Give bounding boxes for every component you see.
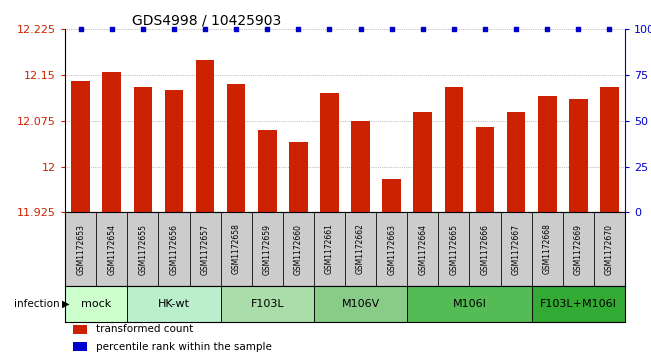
Bar <box>506 111 525 212</box>
Bar <box>413 111 432 212</box>
Bar <box>158 212 189 286</box>
Point <box>480 26 490 32</box>
Bar <box>352 121 370 212</box>
Bar <box>532 212 562 286</box>
Text: GSM1172665: GSM1172665 <box>449 224 458 274</box>
Bar <box>65 286 128 322</box>
Point <box>76 26 86 32</box>
Text: percentile rank within the sample: percentile rank within the sample <box>96 342 271 352</box>
Text: GSM1172658: GSM1172658 <box>232 224 241 274</box>
Text: GSM1172656: GSM1172656 <box>169 224 178 274</box>
Text: GSM1172662: GSM1172662 <box>356 224 365 274</box>
Text: F103L: F103L <box>251 299 284 309</box>
Text: M106I: M106I <box>452 299 486 309</box>
Bar <box>133 87 152 212</box>
Text: HK-wt: HK-wt <box>158 299 190 309</box>
Text: GSM1172664: GSM1172664 <box>419 224 427 274</box>
Text: GSM1172667: GSM1172667 <box>512 224 521 274</box>
Bar <box>72 81 90 212</box>
Text: M106V: M106V <box>342 299 380 309</box>
Point <box>573 26 583 32</box>
Bar <box>227 84 245 212</box>
Bar <box>382 179 401 212</box>
Point <box>169 26 179 32</box>
Bar <box>65 212 96 286</box>
Point <box>200 26 210 32</box>
Bar <box>569 99 588 212</box>
Point <box>449 26 459 32</box>
Point <box>511 26 521 32</box>
Bar <box>532 286 625 322</box>
Text: GSM1172669: GSM1172669 <box>574 224 583 274</box>
Text: GSM1172666: GSM1172666 <box>480 224 490 274</box>
Text: GSM1172653: GSM1172653 <box>76 224 85 274</box>
Bar <box>438 212 469 286</box>
Point <box>355 26 366 32</box>
Bar <box>501 212 532 286</box>
Point <box>604 26 615 32</box>
Bar <box>283 212 314 286</box>
Text: GSM1172659: GSM1172659 <box>263 224 271 274</box>
Bar <box>289 142 308 212</box>
Bar <box>469 212 501 286</box>
Text: mock: mock <box>81 299 111 309</box>
Text: GSM1172661: GSM1172661 <box>325 224 334 274</box>
Text: ▶: ▶ <box>62 299 70 309</box>
Bar <box>102 72 121 212</box>
Bar <box>345 212 376 286</box>
Text: GDS4998 / 10425903: GDS4998 / 10425903 <box>132 14 281 28</box>
Text: GSM1172670: GSM1172670 <box>605 224 614 274</box>
Bar <box>196 60 214 212</box>
Bar <box>600 87 618 212</box>
Bar <box>408 286 532 322</box>
Text: F103L+M106I: F103L+M106I <box>540 299 616 309</box>
Point <box>324 26 335 32</box>
Bar <box>314 212 345 286</box>
Bar <box>314 286 408 322</box>
Point <box>542 26 553 32</box>
Bar <box>74 325 87 334</box>
Bar <box>128 286 221 322</box>
Bar <box>538 96 557 212</box>
Point <box>231 26 242 32</box>
Point <box>137 26 148 32</box>
Text: GSM1172654: GSM1172654 <box>107 224 117 274</box>
Point <box>107 26 117 32</box>
Text: GSM1172668: GSM1172668 <box>543 224 551 274</box>
Point <box>387 26 397 32</box>
Bar <box>258 130 277 212</box>
Bar <box>594 212 625 286</box>
Bar <box>445 87 464 212</box>
Bar <box>128 212 158 286</box>
Bar <box>376 212 408 286</box>
Text: GSM1172655: GSM1172655 <box>139 224 147 274</box>
Text: GSM1172657: GSM1172657 <box>201 224 210 274</box>
Bar <box>96 212 128 286</box>
Text: infection: infection <box>14 299 59 309</box>
Point <box>417 26 428 32</box>
Text: GSM1172663: GSM1172663 <box>387 224 396 274</box>
Bar <box>320 93 339 212</box>
Bar <box>476 127 494 212</box>
Text: transformed count: transformed count <box>96 325 193 334</box>
Bar <box>221 286 314 322</box>
Text: GSM1172660: GSM1172660 <box>294 224 303 274</box>
Bar <box>252 212 283 286</box>
Bar <box>165 90 184 212</box>
Bar <box>189 212 221 286</box>
Bar <box>74 342 87 351</box>
Bar <box>408 212 438 286</box>
Point <box>262 26 273 32</box>
Point <box>293 26 303 32</box>
Bar <box>562 212 594 286</box>
Bar <box>221 212 252 286</box>
